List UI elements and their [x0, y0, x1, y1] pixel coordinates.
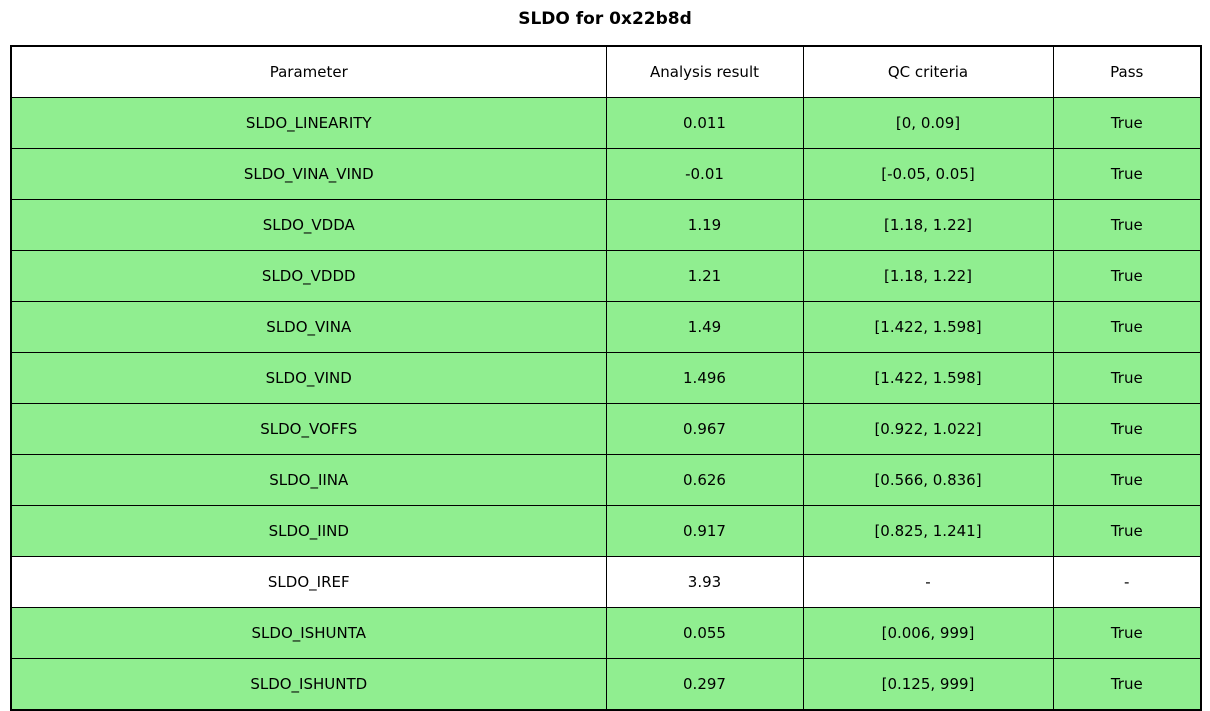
- qc-results-table: Parameter Analysis result QC criteria Pa…: [10, 45, 1202, 711]
- pass-cell: True: [1052, 403, 1202, 455]
- pass-cell: -: [1052, 556, 1202, 608]
- pass-cell: True: [1052, 607, 1202, 659]
- result-cell: 1.19: [605, 199, 804, 251]
- parameter-cell: SLDO_ISHUNTD: [10, 658, 607, 711]
- table-row: SLDO_VINA_VIND -0.01 [-0.05, 0.05] True: [10, 148, 1202, 200]
- parameter-cell: SLDO_VOFFS: [10, 403, 607, 455]
- pass-cell: True: [1052, 352, 1202, 404]
- table-row: SLDO_VINA 1.49 [1.422, 1.598] True: [10, 301, 1202, 353]
- column-header-qc-criteria: QC criteria: [802, 45, 1054, 98]
- parameter-cell: SLDO_VDDA: [10, 199, 607, 251]
- criteria-cell: [1.422, 1.598]: [802, 352, 1054, 404]
- result-cell: 0.967: [605, 403, 804, 455]
- table-body: SLDO_LINEARITY 0.011 [0, 0.09] True SLDO…: [10, 97, 1202, 711]
- result-cell: 1.496: [605, 352, 804, 404]
- parameter-cell: SLDO_IIND: [10, 505, 607, 557]
- result-cell: -0.01: [605, 148, 804, 200]
- parameter-cell: SLDO_LINEARITY: [10, 97, 607, 149]
- parameter-cell: SLDO_IREF: [10, 556, 607, 608]
- table-row: SLDO_IIND 0.917 [0.825, 1.241] True: [10, 505, 1202, 557]
- table-row: SLDO_IINA 0.626 [0.566, 0.836] True: [10, 454, 1202, 506]
- pass-cell: True: [1052, 97, 1202, 149]
- result-cell: 0.055: [605, 607, 804, 659]
- pass-cell: True: [1052, 505, 1202, 557]
- criteria-cell: [1.18, 1.22]: [802, 199, 1054, 251]
- table-row: SLDO_VIND 1.496 [1.422, 1.598] True: [10, 352, 1202, 404]
- pass-cell: True: [1052, 250, 1202, 302]
- parameter-cell: SLDO_ISHUNTA: [10, 607, 607, 659]
- parameter-cell: SLDO_IINA: [10, 454, 607, 506]
- criteria-cell: [0, 0.09]: [802, 97, 1054, 149]
- criteria-cell: [-0.05, 0.05]: [802, 148, 1054, 200]
- result-cell: 3.93: [605, 556, 804, 608]
- result-cell: 0.011: [605, 97, 804, 149]
- pass-cell: True: [1052, 199, 1202, 251]
- result-cell: 1.49: [605, 301, 804, 353]
- criteria-cell: [1.422, 1.598]: [802, 301, 1054, 353]
- column-header-parameter: Parameter: [10, 45, 607, 98]
- criteria-cell: [0.006, 999]: [802, 607, 1054, 659]
- table-row: SLDO_VDDA 1.19 [1.18, 1.22] True: [10, 199, 1202, 251]
- table-row: SLDO_VOFFS 0.967 [0.922, 1.022] True: [10, 403, 1202, 455]
- column-header-analysis-result: Analysis result: [605, 45, 804, 98]
- criteria-cell: [0.566, 0.836]: [802, 454, 1054, 506]
- page-title: SLDO for 0x22b8d: [518, 9, 692, 29]
- criteria-cell: [1.18, 1.22]: [802, 250, 1054, 302]
- table-row: SLDO_ISHUNTA 0.055 [0.006, 999] True: [10, 607, 1202, 659]
- pass-cell: True: [1052, 148, 1202, 200]
- parameter-cell: SLDO_VDDD: [10, 250, 607, 302]
- result-cell: 0.917: [605, 505, 804, 557]
- parameter-cell: SLDO_VIND: [10, 352, 607, 404]
- column-header-pass: Pass: [1052, 45, 1202, 98]
- criteria-cell: [0.825, 1.241]: [802, 505, 1054, 557]
- result-cell: 1.21: [605, 250, 804, 302]
- table-row: SLDO_VDDD 1.21 [1.18, 1.22] True: [10, 250, 1202, 302]
- result-cell: 0.626: [605, 454, 804, 506]
- parameter-cell: SLDO_VINA_VIND: [10, 148, 607, 200]
- table-row: SLDO_ISHUNTD 0.297 [0.125, 999] True: [10, 658, 1202, 711]
- criteria-cell: [0.922, 1.022]: [802, 403, 1054, 455]
- parameter-cell: SLDO_VINA: [10, 301, 607, 353]
- criteria-cell: [0.125, 999]: [802, 658, 1054, 711]
- table-row: SLDO_IREF 3.93 - -: [10, 556, 1202, 608]
- result-cell: 0.297: [605, 658, 804, 711]
- criteria-cell: -: [802, 556, 1054, 608]
- pass-cell: True: [1052, 658, 1202, 711]
- table-row: SLDO_LINEARITY 0.011 [0, 0.09] True: [10, 97, 1202, 149]
- table-header-row: Parameter Analysis result QC criteria Pa…: [10, 45, 1202, 98]
- pass-cell: True: [1052, 454, 1202, 506]
- pass-cell: True: [1052, 301, 1202, 353]
